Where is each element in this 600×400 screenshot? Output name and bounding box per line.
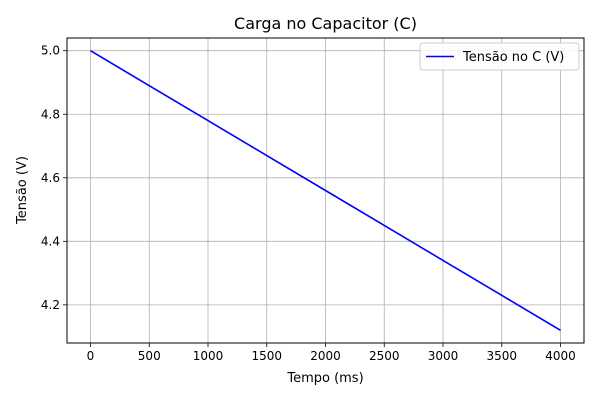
legend-box	[419, 42, 580, 71]
x-axis-ticks: 0 500 1000 1500 2000 2500 3000 3500 4000	[87, 343, 576, 363]
x-tick-label: 2000	[310, 349, 341, 363]
legend-entry-label: Tensão no C (V)	[462, 50, 564, 65]
y-axis-label: Tensão (V)	[15, 156, 30, 225]
y-axis-ticks: 4.2 4.4 4.6 4.8 5.0	[41, 44, 67, 312]
x-axis-label: Tempo (ms)	[286, 371, 363, 386]
x-tick-label: 500	[138, 349, 161, 363]
y-tick-label: 5.0	[41, 44, 60, 58]
x-tick-label: 4000	[545, 349, 576, 363]
x-tick-label: 1000	[193, 349, 224, 363]
x-tick-label: 3000	[428, 349, 459, 363]
x-tick-label: 2500	[369, 349, 400, 363]
x-tick-label: 3500	[486, 349, 517, 363]
x-tick-label: 1500	[251, 349, 282, 363]
y-tick-label: 4.2	[41, 298, 60, 312]
x-tick-label: 0	[87, 349, 95, 363]
y-tick-label: 4.4	[41, 234, 60, 248]
chart-title: Carga no Capacitor (C)	[234, 14, 417, 33]
grid	[67, 38, 584, 343]
y-tick-label: 4.6	[41, 171, 60, 185]
y-tick-label: 4.8	[41, 107, 60, 121]
series-line-0	[90, 50, 561, 331]
plot-area	[90, 50, 561, 331]
legend: Tensão no C (V)	[419, 42, 580, 71]
